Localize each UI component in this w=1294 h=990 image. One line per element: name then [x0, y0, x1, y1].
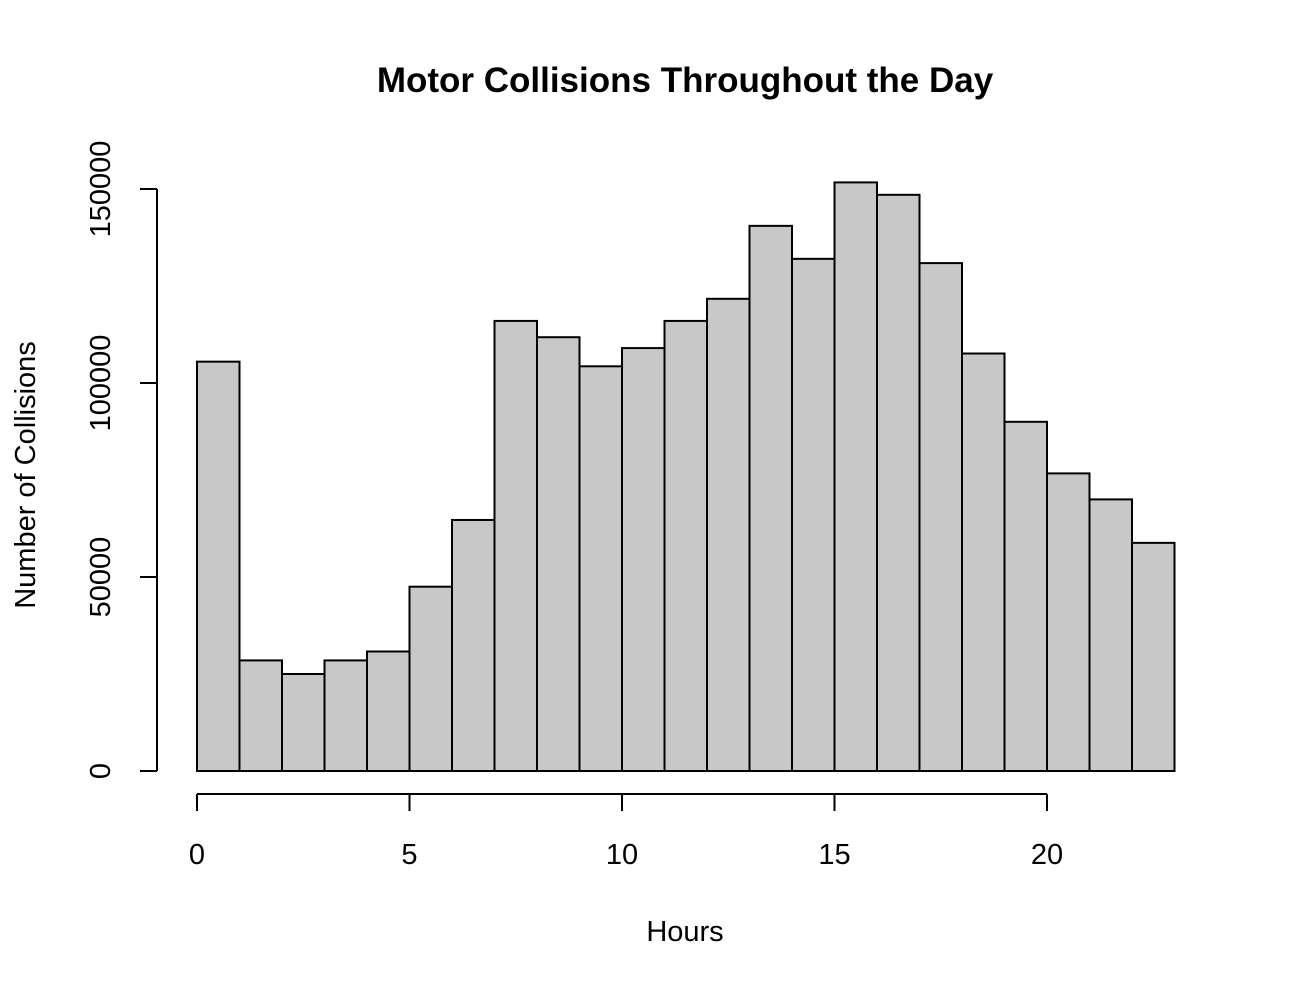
histogram-bar [578, 365, 623, 772]
y-tick-label: 150000 [85, 141, 117, 238]
x-tick-label: 10 [606, 839, 638, 871]
x-tick-label: 15 [818, 839, 850, 871]
x-axis-label: Hours [646, 916, 723, 948]
histogram-bar [366, 650, 411, 772]
histogram-bar [1046, 472, 1091, 772]
x-tick-label: 5 [401, 839, 417, 871]
histogram-bar [196, 360, 241, 772]
y-tick-label: 0 [85, 763, 117, 779]
histogram-bar [1088, 498, 1133, 772]
histogram-bar [706, 297, 751, 772]
histogram-bar [833, 181, 878, 773]
histogram-bar [281, 673, 326, 772]
histogram-bar [791, 257, 836, 772]
y-tick-label: 100000 [85, 335, 117, 432]
histogram-bar [536, 336, 581, 772]
histogram-bar [1003, 420, 1048, 772]
x-tick-label: 0 [189, 839, 205, 871]
histogram-bar [961, 352, 1006, 772]
y-axis: 0 50000 100000 150000 [85, 141, 158, 779]
y-tick-label: 50000 [85, 537, 117, 618]
bars-group [196, 181, 1176, 773]
histogram-bar [748, 224, 793, 773]
histogram-bar [663, 319, 708, 772]
histogram-bar [493, 319, 538, 772]
histogram-bar [918, 262, 963, 772]
x-tick-label: 20 [1031, 839, 1063, 871]
y-axis-label: Number of Collisions [10, 341, 42, 609]
x-axis: 0 5 10 15 20 [189, 793, 1063, 871]
histogram-bar [408, 585, 453, 773]
histogram-bar [621, 347, 666, 772]
histogram-bar [238, 659, 283, 772]
histogram-bar [451, 518, 496, 772]
histogram-bar [323, 659, 368, 772]
chart-title: Motor Collisions Throughout the Day [377, 61, 994, 100]
histogram-bar [1131, 541, 1176, 773]
histogram-bar [876, 193, 921, 772]
